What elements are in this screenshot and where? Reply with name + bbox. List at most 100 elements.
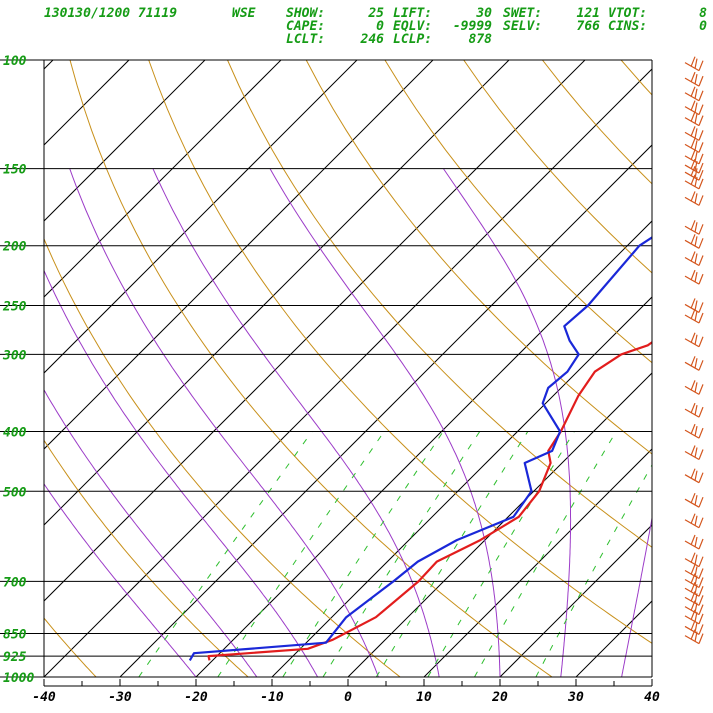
pressure-tick-label: 500 [3,485,27,500]
wind-barb-staff [684,257,700,267]
isotherm-line [195,220,652,677]
wind-barb-staff [684,131,700,141]
pressure-tick-label: 400 [3,425,27,440]
index-label: SELV: [503,19,542,34]
wind-barb [684,380,704,395]
wind-barb-flag [698,538,704,550]
wind-barb-flag [698,115,704,126]
wind-barb-flag [690,380,696,391]
wind-barb-flag [694,113,698,124]
wind-barb-flag [698,472,704,483]
wind-barb-staff [684,225,700,235]
index-label: EQLV: [393,19,432,34]
index-value: 766 [577,19,601,34]
wind-barb-flag [690,269,696,281]
wind-barb-flag [690,492,696,504]
moist-adiabat-line [442,168,572,677]
wind-barb-flag [690,552,696,563]
wind-barb-staff [684,385,700,395]
wind-barb-flag [694,575,698,586]
pressure-tick-label: 300 [2,348,27,363]
pressure-tick-label: 1000 [3,671,34,686]
pressure-tick-label: 250 [2,300,27,315]
wind-barb-staff [684,106,700,116]
temperature-line [207,340,652,661]
wind-barb-staff [684,275,700,285]
wind-barb-flag [690,111,696,122]
isotherm-line [499,524,652,677]
wind-barb-flag [694,593,698,604]
wind-barb-flag [694,611,698,622]
wind-barb-flag [698,595,704,606]
mixing-ratio-line [474,431,617,677]
wind-barb-flag [690,86,696,97]
isotherm-line [119,144,652,677]
wind-barb [684,86,704,102]
wind-barb-flag [698,613,704,625]
wind-barb [684,269,704,285]
isotherm-line [423,448,652,677]
wind-barb-flag [698,633,704,644]
wind-barb-staff [684,143,700,153]
wind-barb [684,356,704,371]
isotherm-line [44,60,434,450]
wind-barb-flag [694,566,698,577]
wind-barb-flag [694,334,698,345]
station-line: 130130/1200 71119 [44,6,177,21]
wind-barb-flag [694,426,698,437]
wind-barb-flag [690,234,696,245]
wind-barb-flag [698,427,704,439]
wind-barb-staff [684,635,700,645]
wind-barb-flag [694,554,698,565]
wind-barb-staff [684,92,700,102]
wind-barb-staff [684,450,700,460]
wind-barb-flag [698,360,704,371]
wind-barb-flag [698,238,704,249]
wind-barb-flag [690,138,696,149]
pressure-tick-label: 925 [3,650,27,665]
wind-barb-flag [690,591,696,602]
wind-barb [684,573,704,589]
wind-barb [684,445,704,460]
wind-barb [684,191,704,206]
wind-barb-flag [698,302,704,313]
wind-barb-flag [698,517,704,528]
isotherm-line [347,372,652,677]
wind-barb-flag [690,629,696,640]
wind-barb-flag [694,236,698,247]
index-value: 878 [469,32,493,47]
temperature-tick-label: -10 [260,690,284,705]
wind-barb-flag [694,140,698,151]
wind-barb-flag [698,496,704,508]
wind-barb-flag [698,604,704,615]
wind-barb-flag [690,534,696,546]
index-value: 8 [699,6,707,21]
wind-barb [684,71,704,87]
index-label: SWET: [503,6,542,21]
wind-barb-flag [694,515,698,526]
wind-barb-flag [690,71,696,83]
wind-barb-flag [690,332,696,343]
moist-adiabat-line [621,515,652,677]
wind-barb-flag [698,130,704,141]
wind-barb-flag [694,584,698,595]
index-label: VTOT: [608,6,647,21]
wind-barb-flag [698,406,704,418]
station-id: WSE [232,6,256,21]
wind-barb-staff [684,558,700,568]
wind-barb-flag [694,271,698,283]
dry-adiabat-line [463,60,652,274]
dry-adiabat-line [69,60,553,677]
wind-barb-flag [698,624,704,635]
wind-barb-staff [684,540,700,550]
wind-barb-flag [694,168,698,179]
data-lines [188,236,652,661]
pressure-tick-label: 100 [3,54,27,69]
wind-barb-flag [698,153,704,165]
wind-barb-flag [698,195,704,206]
wind-barb [684,402,704,418]
moist-adiabat-line [44,388,258,677]
isotherm-line [44,60,586,602]
wind-barb-flag [694,176,698,187]
